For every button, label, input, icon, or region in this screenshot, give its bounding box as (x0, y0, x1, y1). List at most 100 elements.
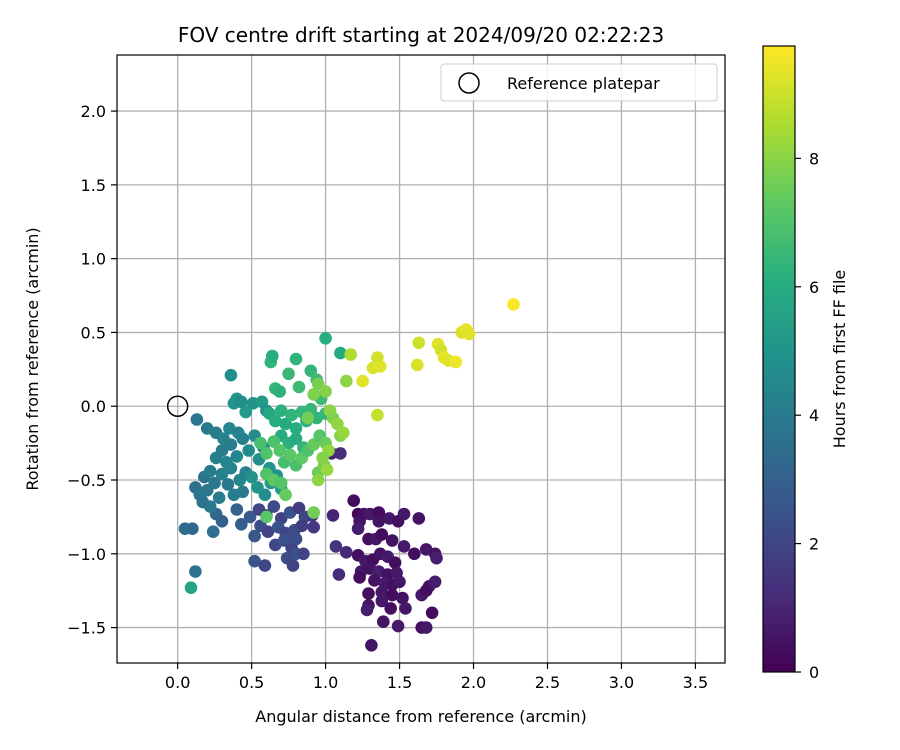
data-point (365, 639, 378, 652)
data-point (208, 476, 221, 490)
legend-box (440, 63, 718, 102)
data-point (360, 603, 374, 617)
data-point (289, 532, 303, 546)
scatter-points (178, 298, 520, 652)
data-point (273, 385, 287, 398)
data-point (274, 476, 288, 490)
data-point (307, 388, 321, 401)
data-point (220, 456, 233, 469)
data-point (377, 615, 390, 628)
data-point (239, 405, 252, 419)
data-point (307, 438, 321, 451)
data-point (311, 473, 325, 487)
data-point (326, 509, 340, 522)
y-tick-label: 1.5 (81, 176, 106, 195)
data-point (267, 500, 281, 513)
data-point (273, 444, 287, 457)
data-point (232, 426, 245, 440)
data-point (286, 559, 300, 572)
data-point (332, 568, 346, 581)
data-point (449, 355, 463, 369)
data-point (266, 349, 279, 363)
data-point (334, 346, 347, 360)
data-point (351, 522, 365, 535)
data-point (285, 408, 298, 422)
data-point (412, 336, 426, 350)
x-tick-label: 0.0 (165, 673, 190, 692)
data-point (289, 432, 303, 446)
colorbar-ticks: 0 2 4 6 8 (795, 149, 819, 682)
data-point (217, 432, 230, 446)
grid-lines (117, 55, 725, 663)
data-point (419, 621, 433, 634)
data-point (397, 507, 411, 521)
data-point (260, 510, 273, 524)
data-point (274, 404, 288, 418)
y-tick-label: 0.5 (81, 323, 106, 342)
data-point (320, 463, 334, 477)
data-point (344, 348, 358, 361)
data-point (289, 422, 303, 435)
chart-title: FOV centre drift starting at 2024/09/20 … (178, 23, 664, 47)
data-point (279, 417, 292, 431)
data-point (282, 367, 295, 381)
x-tick-label: 0.5 (239, 673, 264, 692)
data-point (319, 332, 332, 345)
x-tick-label: 3.5 (683, 673, 708, 692)
data-point (203, 500, 217, 513)
data-point (385, 534, 399, 547)
data-point (371, 408, 384, 422)
data-point (408, 547, 421, 561)
data-point (340, 374, 353, 388)
data-point (372, 515, 386, 528)
data-point (283, 448, 297, 462)
data-point (203, 464, 217, 478)
data-point (375, 585, 389, 599)
legend-marker-icon (458, 72, 480, 94)
plot-area: 0.0 0.5 1.0 1.5 2.0 2.5 3.0 3.5 2.01.51.00.50.0… (67, 54, 726, 692)
y-tick-label: 0.0 (81, 397, 106, 416)
data-point (393, 575, 406, 589)
data-point (375, 594, 389, 608)
data-point (388, 556, 402, 569)
colorbar-tick-label: 4 (809, 406, 819, 425)
data-point (189, 565, 202, 578)
data-point (384, 602, 398, 615)
data-point (230, 450, 244, 463)
data-point (215, 467, 229, 481)
data-point (353, 571, 366, 584)
data-point (267, 435, 281, 448)
data-point (190, 413, 204, 426)
data-point (507, 298, 520, 311)
data-point (224, 368, 238, 382)
data-point (235, 518, 248, 531)
y-tick-label: −1.5 (67, 619, 106, 638)
data-point (230, 503, 244, 516)
data-point (391, 619, 405, 633)
data-point (374, 360, 387, 373)
y-axis-label: Rotation from reference (arcmin) (23, 227, 42, 490)
x-tick-label: 3.0 (609, 673, 634, 692)
data-point (295, 519, 309, 533)
data-point (319, 385, 332, 398)
x-tick-label: 1.5 (387, 673, 412, 692)
legend-entry-reference-platepar: Reference platepar (507, 74, 660, 93)
colorbar-tick-label: 8 (809, 149, 819, 168)
reference-platepar-marker (166, 395, 189, 417)
data-point (368, 574, 381, 587)
data-point (297, 547, 310, 561)
x-axis-ticks: 0.0 0.5 1.0 1.5 2.0 2.5 3.0 3.5 (165, 663, 708, 692)
data-point (385, 588, 399, 602)
y-tick-label: −0.5 (67, 471, 106, 490)
data-point (221, 478, 235, 491)
data-point (292, 380, 306, 394)
colorbar-tick-label: 6 (809, 278, 819, 297)
data-point (184, 581, 198, 594)
axes-frame (116, 54, 726, 664)
data-point (337, 426, 350, 440)
data-point (279, 488, 292, 502)
data-point (245, 470, 258, 484)
data-point (375, 528, 389, 541)
